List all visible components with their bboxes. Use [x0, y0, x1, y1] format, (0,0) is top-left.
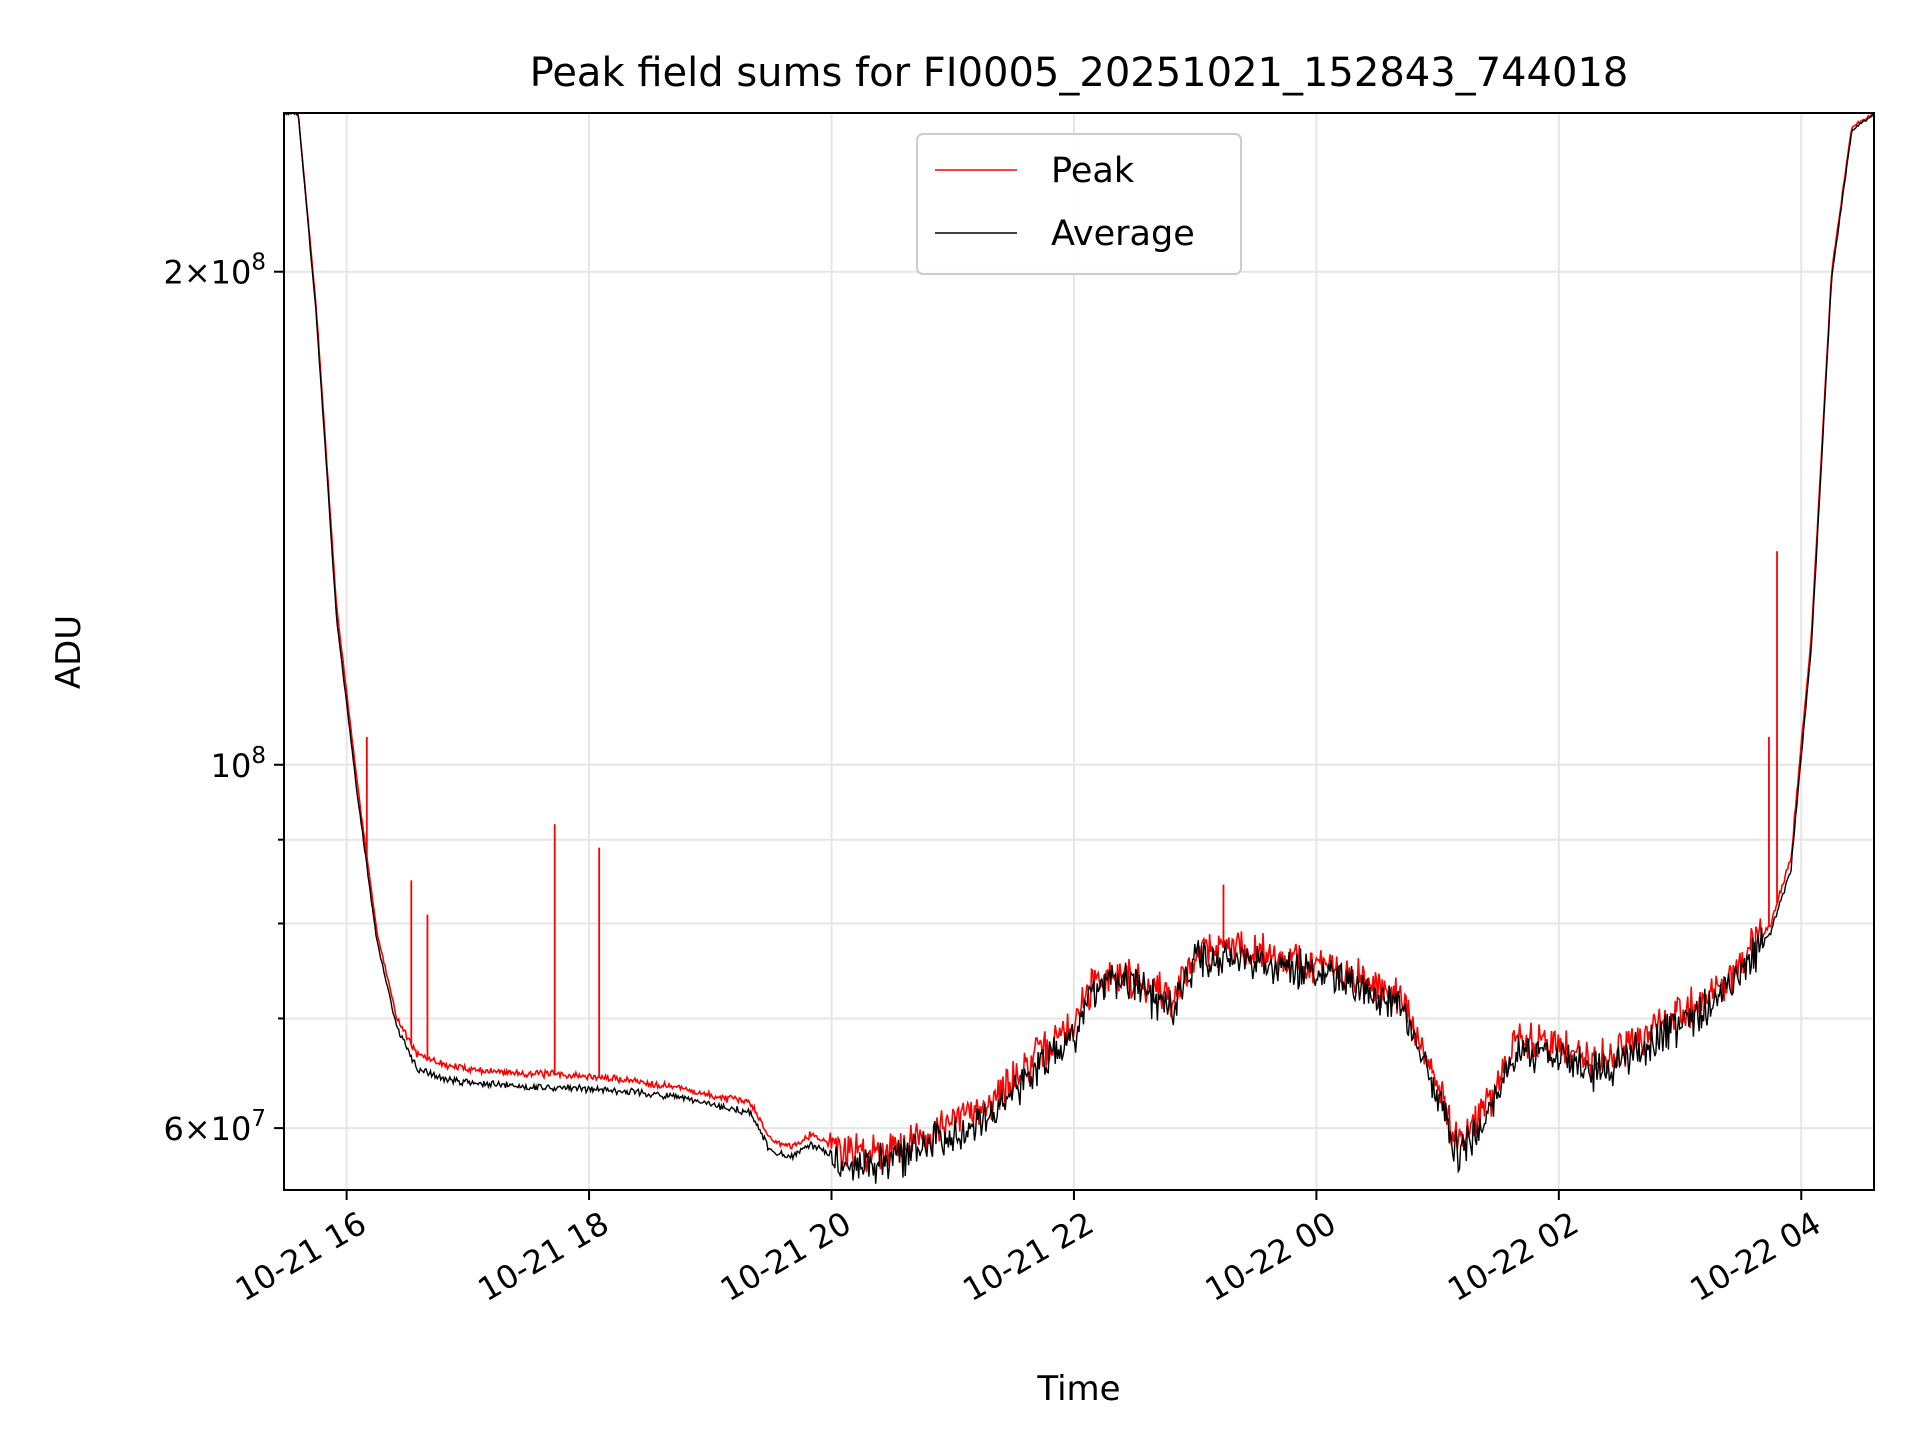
x-tick-label: 10-21 18 [471, 1204, 615, 1309]
y-tick-label: 6×107 [163, 1106, 266, 1148]
x-tick-label: 10-21 20 [714, 1204, 858, 1309]
y-tick-label: 2×108 [163, 250, 266, 292]
legend-frame [916, 133, 1242, 275]
x-tick-label: 10-22 04 [1684, 1204, 1828, 1309]
x-tick-label: 10-21 22 [956, 1204, 1100, 1309]
series-line-average [284, 113, 1874, 1184]
grid-layer [284, 113, 1874, 1190]
y-axis: 6×107 108 2×108 [163, 250, 284, 1148]
x-axis: 10-21 16 10-21 18 10-21 20 10-21 22 10-22 00… [229, 1190, 1827, 1309]
plot-frame [283, 112, 1875, 1191]
legend-label-average: Average [1051, 214, 1195, 254]
x-tick-label: 10-22 00 [1199, 1204, 1343, 1309]
y-tick-label: 108 [211, 743, 266, 785]
x-axis-label: Time [1036, 1369, 1120, 1409]
series-layer [284, 113, 1874, 1184]
legend-label-peak: Peak [1051, 151, 1135, 191]
legend: Peak Average [916, 133, 1242, 275]
x-tick-label: 10-22 02 [1441, 1204, 1585, 1309]
series-line-peak [284, 113, 1874, 1173]
y-axis-label: ADU [49, 615, 89, 689]
chart-title: Peak field sums for FI0005_20251021_1528… [530, 50, 1629, 96]
x-tick-label: 10-21 16 [229, 1204, 373, 1309]
